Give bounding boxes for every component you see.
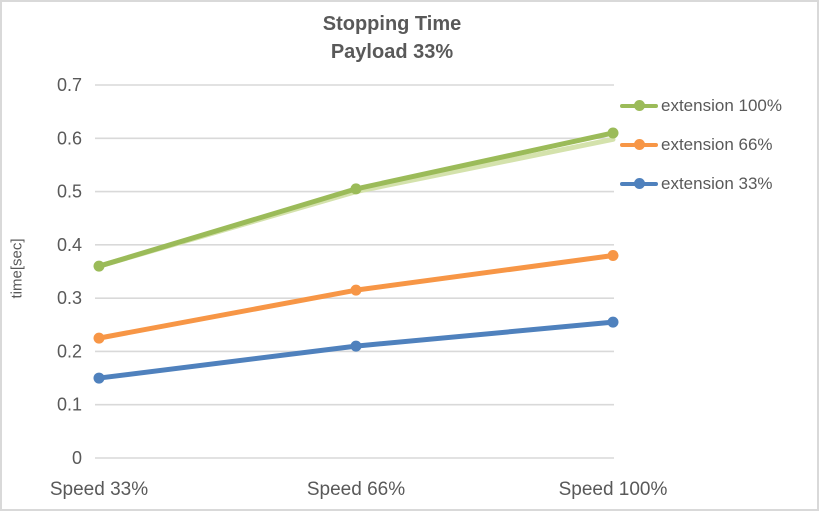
legend-label: extension 66%	[661, 134, 773, 154]
data-point-marker	[607, 316, 619, 328]
y-tick-label: 0	[72, 448, 82, 468]
data-point-marker	[607, 250, 619, 262]
y-tick-label: 0.2	[57, 341, 82, 361]
series-line-1	[96, 253, 616, 341]
y-tick-label: 0.1	[57, 395, 82, 415]
legend-line-marker-icon	[620, 178, 658, 190]
chart-title-line1: Stopping Time	[322, 13, 462, 35]
y-tick-label: 0.5	[57, 182, 82, 202]
legend-label: extension 100%	[661, 95, 782, 115]
legend: extension 100% extension 66% extension 3…	[620, 86, 782, 203]
data-point-marker	[93, 332, 105, 344]
series-line-underlay	[96, 136, 616, 269]
y-tick-label: 0.3	[57, 288, 82, 308]
legend-line-marker-icon	[620, 100, 658, 112]
chart-title-line2: Payload 33%	[330, 41, 454, 63]
legend-item-extension-33: extension 33%	[620, 164, 782, 203]
y-tick-label: 0.7	[57, 75, 82, 95]
y-tick-label: 0.4	[57, 235, 82, 255]
x-tick-label: Speed 100%	[559, 479, 668, 500]
y-tick-label: 0.6	[57, 128, 82, 148]
x-tick-label: Speed 66%	[307, 479, 405, 500]
data-point-marker	[607, 127, 619, 139]
data-point-marker	[350, 340, 362, 352]
chart-title: Stopping Time Payload 33%	[2, 10, 782, 66]
data-point-marker	[350, 284, 362, 296]
x-tick-label: Speed 33%	[50, 479, 148, 500]
legend-item-extension-66: extension 66%	[620, 125, 782, 164]
data-point-marker	[93, 372, 105, 384]
legend-item-extension-100: extension 100%	[620, 86, 782, 125]
legend-line-marker-icon	[620, 139, 658, 151]
data-point-marker	[350, 183, 362, 195]
legend-label: extension 33%	[661, 173, 773, 193]
data-point-marker	[93, 260, 105, 272]
